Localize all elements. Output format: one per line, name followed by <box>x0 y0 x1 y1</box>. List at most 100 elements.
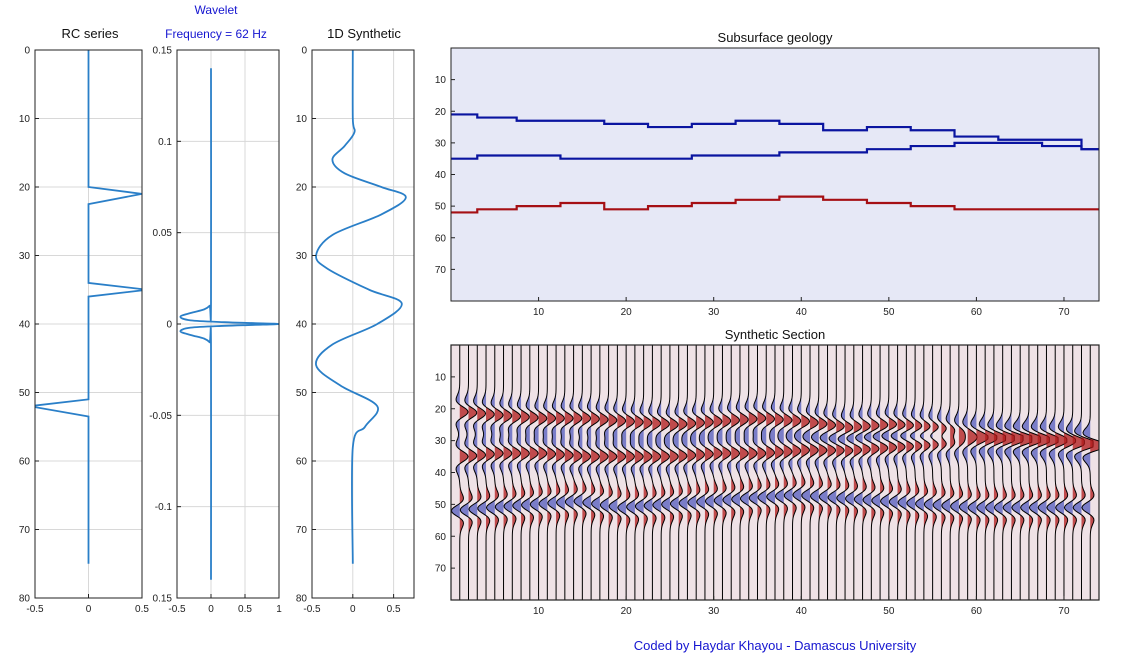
rc-series-xtick-label: 0.5 <box>135 604 149 615</box>
section-trace-wiggle <box>836 345 854 600</box>
section-trace-wiggle <box>993 345 1015 600</box>
section-trace-wiggle <box>494 345 513 600</box>
section-trace-negative-fill <box>696 345 705 600</box>
section-trace-wiggle <box>722 345 741 600</box>
geology-panel: 10 20 30 40 50 60 70 10 20 30 40 50 60 70 Subsurface … <box>435 30 1100 318</box>
section-trace-wiggle <box>958 345 978 600</box>
geology-horizon-line <box>451 113 1099 151</box>
synthetic1d-ytick-label: 60 <box>296 457 308 468</box>
section-trace-wiggle <box>1046 345 1068 600</box>
section-trace-wiggle <box>757 345 775 600</box>
section-trace-wiggle <box>652 345 671 600</box>
rc-series-ytick-label: 40 <box>19 320 31 331</box>
section-trace-negative-fill <box>775 345 784 600</box>
section-trace-negative-fill <box>626 345 635 600</box>
section-trace-wiggle <box>1081 345 1099 600</box>
section-trace-negative-fill <box>722 345 732 600</box>
rc-series-ytick-label: 70 <box>19 525 31 536</box>
geology-ytick-label: 30 <box>435 138 447 149</box>
section-trace-negative-fill <box>670 345 679 600</box>
section-trace-wiggle <box>827 345 845 600</box>
rc-series-ytick-label: 50 <box>19 388 31 399</box>
section-trace-wiggle <box>923 345 939 600</box>
section-trace-negative-fill <box>661 345 670 600</box>
section-trace-wiggle <box>678 345 697 600</box>
wavelet-title: Wavelet <box>195 3 239 17</box>
section-trace-wiggle <box>783 345 802 600</box>
section-trace-wiggle <box>591 345 609 600</box>
geology-horizon-line <box>451 141 1099 160</box>
rc-series-xtick-label: 0 <box>86 604 92 615</box>
section-trace-wiggle <box>862 345 880 600</box>
section-trace-wiggle <box>564 345 583 600</box>
section-trace-negative-fill <box>609 345 618 600</box>
geology-horizon-line <box>451 195 1099 214</box>
section-trace-wiggle <box>608 345 627 600</box>
section-trace-negative-fill <box>784 345 793 600</box>
section-trace-wiggle <box>888 345 906 600</box>
section-ytick-label: 40 <box>435 468 447 479</box>
section-trace-wiggle <box>477 345 495 600</box>
section-trace-wiggle <box>1028 345 1050 600</box>
rc-series-ytick-label: 10 <box>19 114 31 125</box>
section-trace-negative-fill <box>582 345 592 600</box>
section-trace-wiggle <box>503 345 522 600</box>
synthetic1d-ticks: -0.5 0 0.5 0 10 20 30 40 50 60 70 80 <box>296 46 401 616</box>
section-trace-wiggle <box>845 345 863 600</box>
rc-series-plot <box>35 50 142 564</box>
wavelet-xtick-label: 1 <box>276 604 282 615</box>
section-trace-negative-fill <box>644 345 653 600</box>
rc-series-ytick-label: 0 <box>24 46 30 57</box>
section-trace-wiggle <box>879 345 898 600</box>
section-trace-wiggle <box>871 345 889 600</box>
section-trace-negative-fill <box>880 345 889 600</box>
wavelet-ytick-label: 0.1 <box>158 137 172 148</box>
rc-series-title: RC series <box>61 26 119 41</box>
geology-ytick-label: 10 <box>435 75 447 86</box>
geology-plot <box>451 113 1099 214</box>
section-trace-positive-fill <box>459 345 469 600</box>
section-trace-wiggle <box>599 345 618 600</box>
section-trace-wiggle <box>661 345 679 600</box>
wavelet-ytick-label: 0.15 <box>153 46 173 57</box>
section-trace-wiggle <box>617 345 635 600</box>
section-trace-negative-fill <box>679 345 688 600</box>
section-trace-wiggle <box>521 345 539 600</box>
geology-xtick-label: 60 <box>971 307 983 318</box>
synthetic1d-xtick-label: -0.5 <box>303 604 321 615</box>
section-trace-negative-fill <box>652 345 662 600</box>
section-trace-wiggle <box>1011 345 1033 600</box>
rc-series-xtick-label: -0.5 <box>26 604 44 615</box>
synthetic1d-grid <box>311 49 414 599</box>
section-trace-wiggle <box>582 345 600 600</box>
section-trace-wiggle <box>547 345 565 600</box>
section-trace-negative-fill <box>591 345 600 600</box>
section-xtick-label: 20 <box>621 606 633 617</box>
synthetic1d-ytick-label: 80 <box>296 594 308 605</box>
section-trace-negative-fill <box>617 345 627 600</box>
wavelet-xtick-label: -0.5 <box>168 604 186 615</box>
section-trace-wiggle <box>687 345 706 600</box>
section-ytick-label: 10 <box>435 372 447 383</box>
section-trace-wiggle <box>573 345 592 600</box>
section-trace-wiggle <box>512 345 530 600</box>
wavelet-frequency-subtitle: Frequency = 62 Hz <box>165 27 267 41</box>
section-trace-wiggle <box>809 345 828 600</box>
rc-series-ytick-label: 80 <box>19 594 31 605</box>
section-trace-positive-fill <box>468 345 477 600</box>
synthetic1d-title: 1D Synthetic <box>327 26 401 41</box>
section-trace-wiggle <box>556 345 574 600</box>
synthetic1d-xtick-label: 0 <box>350 604 356 615</box>
rc-series-ticks: -0.5 0 0.5 0 10 20 30 40 50 60 70 80 <box>19 46 150 616</box>
section-trace-wiggle <box>1002 345 1024 600</box>
synthetic1d-ytick-label: 20 <box>296 183 308 194</box>
wavelet-ytick-label: -0.05 <box>149 411 172 422</box>
wavelet-xtick-label: 0 <box>208 604 214 615</box>
section-xtick-label: 70 <box>1058 606 1070 617</box>
section-trace-wiggle <box>792 345 811 600</box>
section-ytick-label: 20 <box>435 404 447 415</box>
section-xtick-label: 30 <box>708 606 720 617</box>
section-trace-wiggle <box>1037 345 1059 600</box>
section-trace-negative-fill <box>740 345 749 600</box>
section-trace-wiggle <box>451 345 469 600</box>
